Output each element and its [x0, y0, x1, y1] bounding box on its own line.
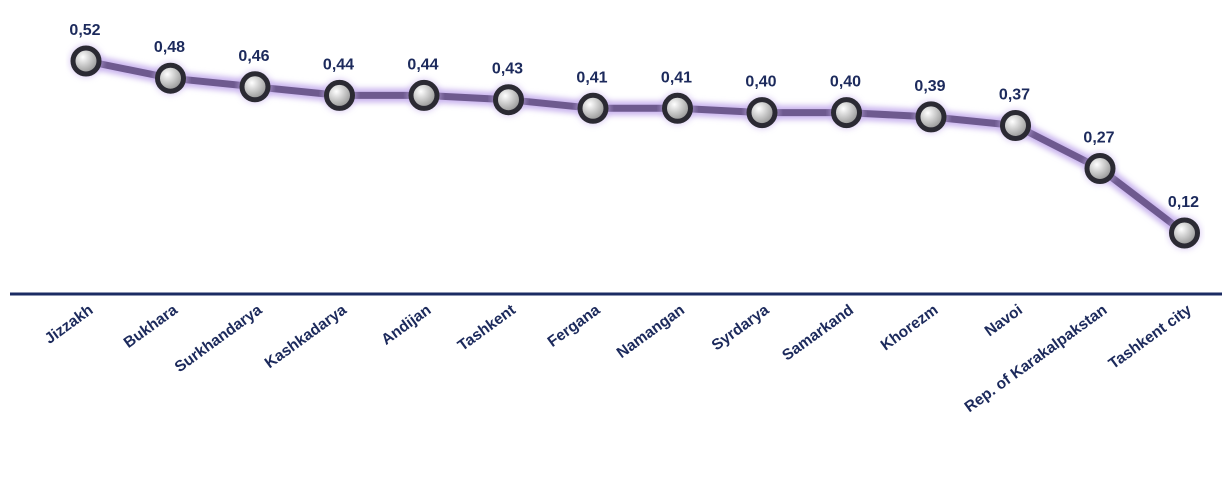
data-point-marker [1000, 110, 1031, 141]
data-point-marker [408, 79, 440, 111]
x-tick-label: Namangan [614, 301, 688, 361]
data-label: 0,37 [999, 87, 1030, 104]
data-point-marker [662, 92, 693, 124]
data-label: 0,39 [914, 78, 945, 95]
x-tick-label: Surkhandarya [172, 301, 266, 376]
x-tick-label: Kashkadarya [262, 301, 350, 372]
x-tick-label: Jizzakh [42, 301, 97, 347]
data-label: 0,48 [154, 39, 185, 56]
data-point-marker [1084, 153, 1116, 184]
data-point-marker [493, 84, 524, 116]
data-point-marker [70, 45, 102, 77]
data-label: 0,46 [238, 48, 269, 65]
marker-group [69, 44, 1202, 250]
data-label: 0,40 [830, 74, 861, 91]
data-point-marker [746, 97, 778, 129]
x-tick-label: Rep. of Karakalpakstan [962, 301, 1111, 416]
data-label: 0,27 [1083, 130, 1114, 147]
x-tick-label: Khorezm [878, 301, 942, 354]
data-point-marker [155, 62, 186, 94]
data-label: 0,43 [492, 61, 523, 78]
data-point-marker [915, 101, 947, 133]
data-label: 0,44 [323, 56, 354, 73]
x-tick-label: Tashkent [455, 301, 519, 354]
data-label: 0,41 [661, 69, 692, 86]
data-point-marker [324, 79, 355, 111]
data-label: 0,44 [407, 56, 438, 73]
x-tick-label: Navoi [982, 301, 1026, 340]
data-point-marker [239, 71, 271, 103]
x-tick-label: Syrdarya [709, 301, 773, 354]
data-point-marker [831, 97, 862, 129]
data-label-group: 0,52 0,48 0,46 0,44 0,44 0,43 0,41 0,41 0,40 0,40… [69, 22, 1199, 211]
data-label: 0,52 [69, 22, 100, 39]
x-tick-label: Andijan [378, 301, 434, 348]
data-point-marker [1169, 217, 1200, 249]
x-tick-label: Tashkent city [1106, 301, 1196, 373]
data-label: 0,40 [745, 74, 776, 91]
data-label: 0,12 [1168, 194, 1199, 211]
data-point-marker [577, 92, 609, 124]
x-tick-label: Bukhara [121, 301, 181, 351]
x-tick-label: Fergana [545, 301, 604, 350]
x-tick-label: Samarkand [779, 301, 857, 364]
data-label: 0,41 [576, 69, 607, 86]
